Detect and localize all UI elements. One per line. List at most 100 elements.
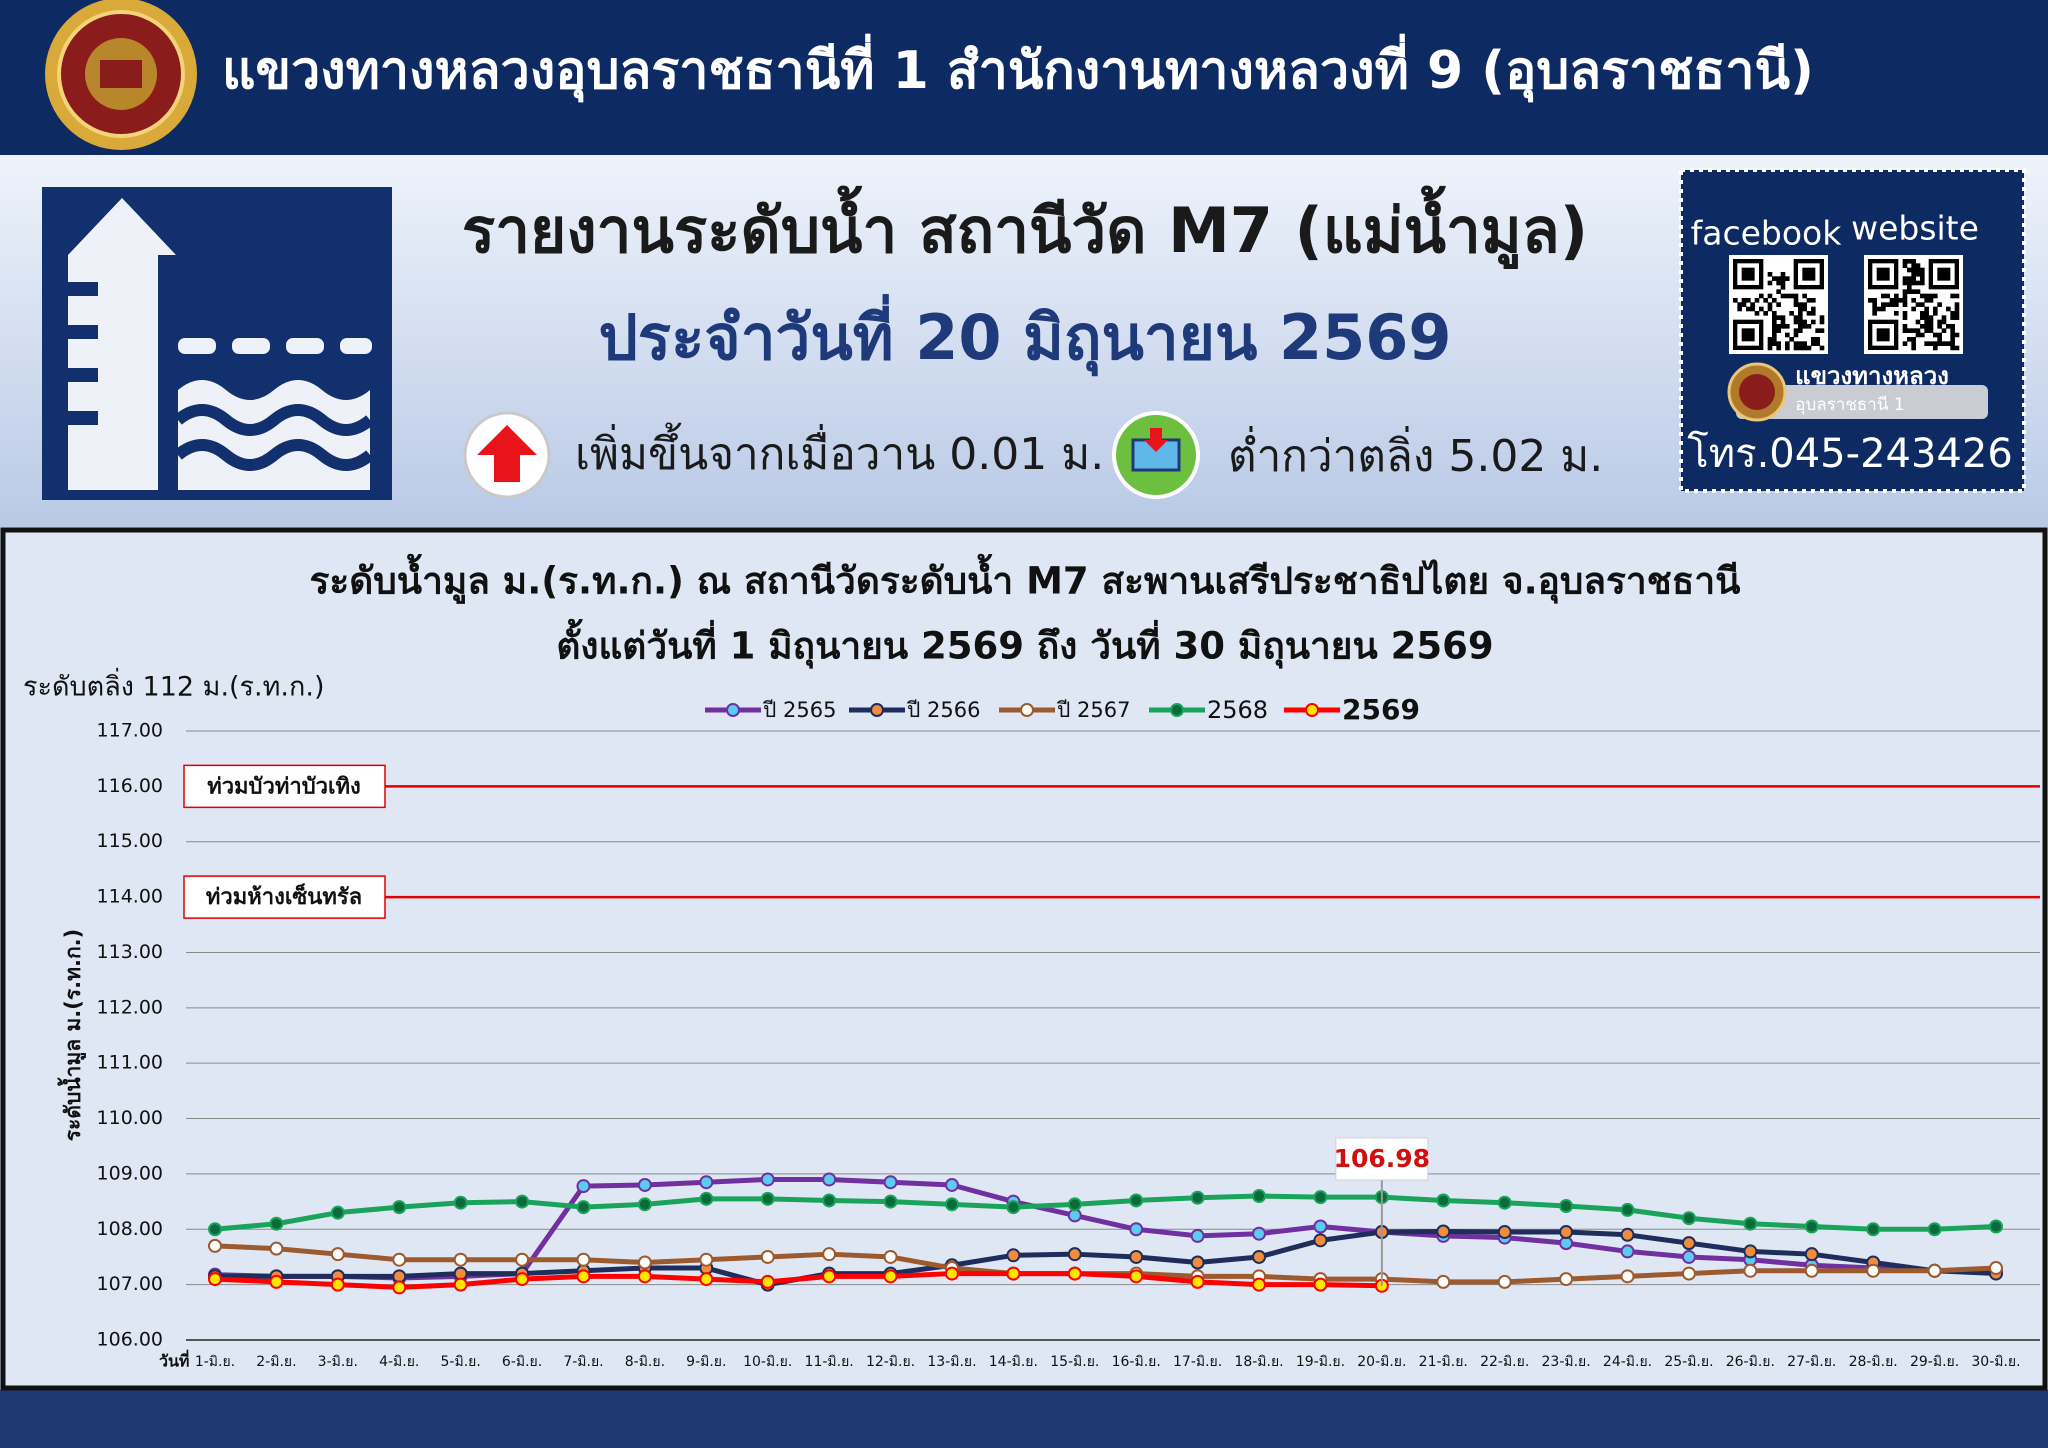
qr-cell [1819,345,1825,351]
qr-cell [1907,280,1912,286]
qr-cell [1928,319,1934,325]
series-marker [515,1252,530,1267]
qr-cell [1772,315,1777,320]
y-tick-label: 110.00 [97,1107,163,1129]
qr-cell [1907,276,1912,281]
qr-cell [1881,302,1886,307]
qr-cell [1776,341,1781,346]
qr-cell [1915,332,1921,338]
qr-cell [1776,315,1781,320]
series-marker [576,1252,591,1267]
qr-cell [1780,324,1786,329]
qr-cell [1772,324,1777,329]
qr-cell [1920,332,1925,338]
series-marker [453,1277,468,1292]
y-tick-label: 113.00 [97,941,163,963]
x-tick-label: 11-มิ.ย. [805,1354,854,1370]
qr-cell [1881,306,1886,312]
qr-cell [1911,341,1916,346]
series-marker [1129,1269,1144,1284]
series-marker [1620,1227,1635,1242]
qr-cell [1772,319,1777,325]
below-bank-text: ต่ำกว่าตลิ่ง 5.02 ม. [1228,425,1603,482]
series-marker [760,1274,775,1289]
bank-note: ระดับตลิ่ง 112 ม.(ร.ท.ก.) [23,668,324,703]
qr-cell [1772,328,1777,333]
qr-cell [1785,276,1790,281]
series-marker [269,1274,284,1289]
qr-cell [1924,341,1929,346]
series-marker [1313,1233,1328,1248]
qr-cell [1889,298,1895,303]
qr-cell [1907,285,1912,290]
x-tick-label: 10-มิ.ย. [743,1354,792,1370]
qr-cell [1806,311,1812,316]
y-axis-title: ระดับน้ำมูล ม.(ร.ท.ก.) [57,929,87,1141]
qr-cell [1780,272,1786,277]
qr-cell [1785,332,1790,338]
plot: 106.00 107.00 108.00 109.00 110.00 111.00 112.… [97,693,2040,1370]
legend-label: 2568 [1207,696,1268,724]
y-tick-label: 107.00 [97,1273,163,1295]
qr-cell [1793,319,1799,325]
qr-cell [1920,324,1925,329]
qr-cell [1885,293,1890,299]
website-label: website [1851,209,1979,248]
series-marker [760,1191,775,1206]
series-marker [1559,1225,1574,1240]
x-tick-label: 6-มิ.ย. [502,1354,542,1370]
qr-cell [1776,289,1781,294]
series-marker [1866,1222,1881,1237]
qr-cell [1928,315,1934,320]
qr-cell [1815,337,1820,342]
qr-cell [1881,293,1886,299]
series-marker [1006,1266,1021,1281]
qr-cell [1793,298,1799,303]
series-marker [1436,1193,1451,1208]
qr-cell [1894,298,1899,303]
qr-cell [1933,341,1938,346]
qr-cell [1868,298,1873,303]
qr-cell [1920,280,1925,286]
series-marker [1866,1263,1881,1278]
series-line [214,1193,1997,1232]
qr-cell [1950,337,1955,342]
qr-cell [1950,324,1955,329]
threshold-box [183,764,386,809]
qr-cell [1902,341,1908,346]
x-tick-label: 4-มิ.ย. [379,1354,419,1370]
series-marker [392,1200,407,1215]
series-marker [1436,1224,1451,1239]
qr-cell [1911,289,1916,294]
qr-cell [1911,298,1916,303]
qr-cell [1915,302,1921,307]
series-marker [1804,1263,1819,1278]
qr-cell [1802,293,1807,299]
series-marker [1620,1202,1635,1217]
qr-cell [1793,332,1799,338]
series-marker [1743,1263,1758,1278]
qr-cell [1915,289,1921,294]
y-tick-label: 117.00 [97,720,163,742]
qr-cell [1907,289,1912,294]
series-marker [1129,1222,1144,1237]
qr-code [1864,255,1963,354]
qr-cell [1776,324,1781,329]
qr-cell [1941,341,1947,346]
series-marker [822,1172,837,1187]
x-tick-label: 28-มิ.ย. [1849,1354,1898,1370]
series-marker [330,1277,345,1292]
qr-cell [1811,306,1816,312]
x-tick-label: 3-มิ.ย. [318,1354,358,1370]
qr-cell [1872,302,1877,307]
series-marker [330,1205,345,1220]
qr-cell [1915,263,1921,268]
qr-cell [1937,337,1942,342]
qr-cell [1750,302,1755,307]
qr-cell [1793,302,1799,307]
qr-cell [1819,319,1825,325]
qr-cell [1802,341,1807,346]
x-axis-title: วันที่ [159,1350,189,1371]
logo-line2: อุบลราชธานี 1 [1795,395,1904,415]
